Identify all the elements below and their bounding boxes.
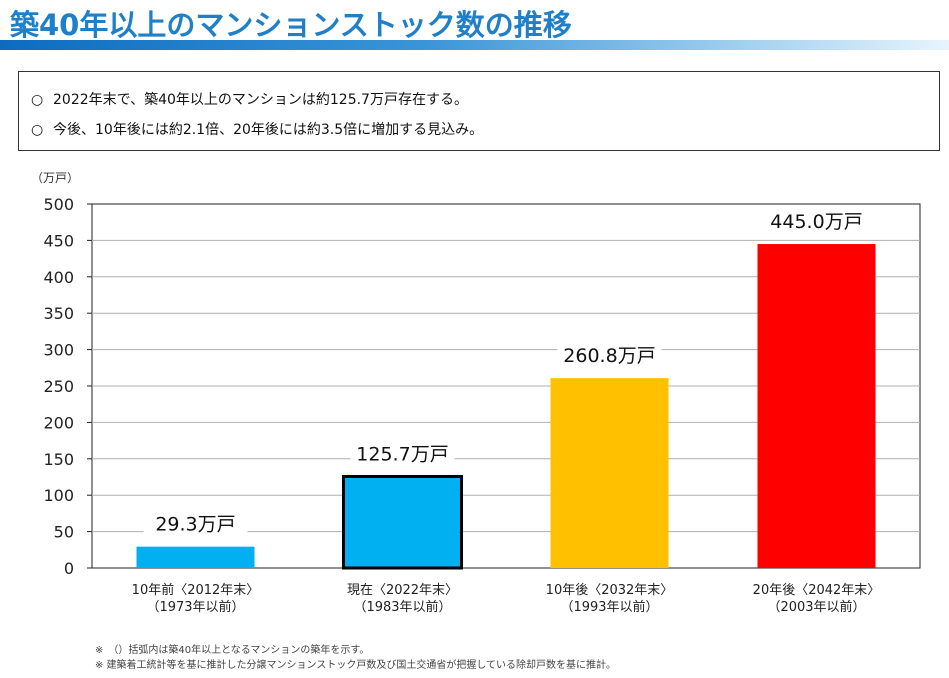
summary-text-1: 2022年末で、築40年以上のマンションは約125.7万戸存在する。 — [53, 92, 468, 108]
summary-line-1: ○ 2022年末で、築40年以上のマンションは約125.7万戸存在する。 — [31, 89, 468, 109]
data-label: 125.7万戸 — [356, 443, 448, 465]
data-label: 29.3万戸 — [155, 514, 235, 536]
data-label: 260.8万戸 — [563, 345, 655, 367]
x-category-label: 20年後〈2042年末〉 — [753, 583, 881, 598]
data-label-background — [350, 442, 455, 467]
y-tick-label: 350 — [43, 304, 74, 323]
x-category-label: 10年後〈2032年末〉 — [546, 583, 674, 598]
summary-text-2: 今後、10年後には約2.1倍、20年後には約3.5倍に増加する見込み。 — [53, 122, 484, 138]
title-underline-bar — [0, 40, 949, 50]
x-category-label: （1973年以前） — [146, 599, 244, 615]
x-category-label: （2003年以前） — [767, 599, 865, 615]
y-tick-label: 300 — [43, 341, 74, 360]
bar — [757, 244, 876, 569]
summary-line-2: ○ 今後、10年後には約2.1倍、20年後には約3.5倍に増加する見込み。 — [31, 119, 483, 139]
header: 築40年以上のマンションストック数の推移 — [0, 0, 949, 50]
x-category-label: （1983年以前） — [353, 599, 451, 615]
bar — [342, 474, 463, 570]
y-tick-label: 50 — [54, 523, 74, 542]
y-tick-label: 500 — [43, 195, 74, 214]
y-tick-label: 400 — [43, 268, 74, 287]
footnote-2: ※ 建築着工統計等を基に推計した分譲マンションストック戸数及び国土交通省が把握し… — [95, 660, 617, 671]
y-tick-label: 100 — [43, 486, 74, 505]
x-category-label: （1993年以前） — [560, 599, 658, 615]
footnote-1: ※ （）括弧内は築40年以上となるマンションの築年を示す。 — [95, 645, 370, 656]
data-label: 445.0万戸 — [770, 211, 862, 233]
bullet-circle-icon: ○ — [31, 122, 44, 138]
y-axis-unit-label: （万戸） — [31, 171, 79, 185]
y-tick-label: 150 — [43, 450, 74, 469]
bullet-circle-icon: ○ — [31, 92, 44, 108]
x-category-label: 10年前〈2012年末〉 — [132, 582, 260, 598]
x-category-label: 現在〈2022年末〉 — [347, 583, 458, 598]
data-label-background — [557, 344, 662, 369]
y-tick-label: 200 — [43, 413, 74, 432]
data-label-background — [143, 512, 248, 537]
y-tick-label: 0 — [64, 559, 74, 578]
bar — [550, 378, 669, 568]
data-label-background — [764, 210, 869, 235]
summary-box: ○ 2022年末で、築40年以上のマンションは約125.7万戸存在する。 ○ 今後、… — [18, 71, 940, 151]
bar — [136, 546, 255, 568]
y-tick-label: 250 — [43, 377, 74, 396]
page-title: 築40年以上のマンションストック数の推移 — [10, 8, 572, 42]
y-tick-label: 450 — [43, 231, 74, 250]
